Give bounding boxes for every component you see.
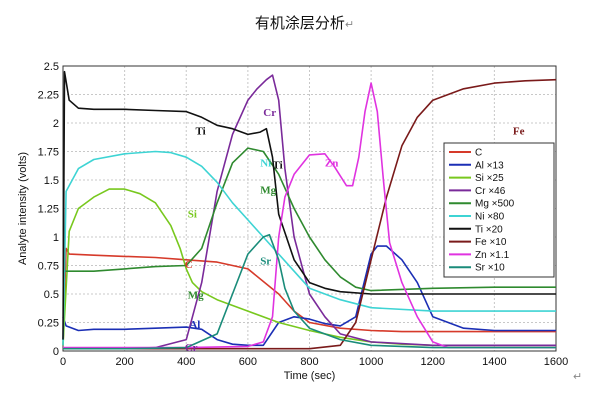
y-tick-label: 0.75 bbox=[38, 261, 59, 273]
legend-entry: Cr ×46 bbox=[475, 186, 506, 197]
x-tick-label: 200 bbox=[115, 356, 133, 368]
annotation-cr: Cr bbox=[185, 342, 198, 354]
y-tick-label: 1.5 bbox=[44, 175, 59, 187]
axis-ticks: 0 200 400 600 800 1000 1200 1400 1600 0 0.25 0.5 0.7… bbox=[38, 61, 569, 368]
x-tick-label: 1200 bbox=[421, 356, 445, 368]
legend-entry: Si ×25 bbox=[475, 173, 504, 184]
series-layer bbox=[62, 70, 557, 350]
corner-return-mark: ↵ bbox=[573, 371, 583, 383]
series-line-fe bbox=[63, 78, 557, 350]
annotation-si: Si bbox=[188, 209, 197, 221]
y-tick-label: 0.5 bbox=[44, 289, 59, 301]
legend-entry: Ni ×80 bbox=[475, 212, 505, 223]
series-line-c bbox=[62, 247, 556, 346]
x-tick-label: 400 bbox=[177, 356, 195, 368]
y-tick-label: 1.25 bbox=[38, 204, 59, 216]
annotation-ti: Ti bbox=[195, 125, 205, 137]
annotation-mg: Mg bbox=[188, 290, 204, 302]
annotation-al: Al bbox=[189, 319, 200, 331]
chart-title: 有机涂层分析↵ bbox=[0, 12, 609, 33]
y-tick-label: 2.25 bbox=[38, 90, 59, 102]
annotation-mg: Mg bbox=[260, 185, 276, 197]
legend-entry: Mg ×500 bbox=[475, 199, 515, 210]
legend-entry: C bbox=[475, 148, 482, 159]
y-axis-label: Analyte intensity (volts) bbox=[17, 152, 29, 265]
series-line-sr bbox=[63, 233, 556, 350]
annotation-ti: Ti bbox=[273, 160, 283, 172]
series-line-cr bbox=[63, 74, 556, 350]
y-tick-label: 1.75 bbox=[38, 147, 59, 159]
legend-entry: Ti ×20 bbox=[475, 224, 503, 235]
annotation-zn: Zn bbox=[325, 157, 338, 169]
x-tick-label: 600 bbox=[239, 356, 257, 368]
series-line-zn bbox=[63, 82, 556, 349]
legend-entry: Fe ×10 bbox=[475, 237, 507, 248]
legend-entry: Al ×13 bbox=[475, 160, 504, 171]
chart-title-text: 有机涂层分析 bbox=[254, 14, 345, 32]
series-line-al bbox=[62, 245, 556, 347]
annotation-c: C bbox=[185, 259, 193, 271]
legend-entry: Sr ×10 bbox=[475, 263, 505, 274]
y-tick-label: 2.5 bbox=[44, 61, 59, 73]
y-tick-label: 0 bbox=[53, 346, 59, 358]
series-line-mg bbox=[63, 147, 556, 292]
series-line-ti bbox=[62, 70, 556, 340]
x-tick-label: 800 bbox=[300, 356, 318, 368]
y-tick-label: 1 bbox=[53, 232, 59, 244]
y-tick-label: 0.25 bbox=[38, 318, 59, 330]
x-tick-label: 1600 bbox=[544, 356, 568, 368]
annotation-sr: Sr bbox=[260, 255, 271, 267]
return-mark: ↵ bbox=[344, 18, 355, 31]
annotation-fe: Fe bbox=[513, 125, 525, 137]
annotation-cr: Cr bbox=[263, 107, 276, 119]
series-line-ni bbox=[62, 150, 556, 346]
annotation-ni: Ni bbox=[260, 157, 271, 169]
x-tick-label: 1400 bbox=[482, 356, 506, 368]
x-tick-label: 0 bbox=[60, 356, 66, 368]
legend-entry: Zn ×1.1 bbox=[475, 250, 510, 261]
x-axis-label: Time (sec) bbox=[284, 370, 336, 382]
y-tick-label: 2 bbox=[53, 118, 59, 130]
x-tick-label: 1000 bbox=[359, 356, 383, 368]
grid bbox=[63, 66, 556, 351]
